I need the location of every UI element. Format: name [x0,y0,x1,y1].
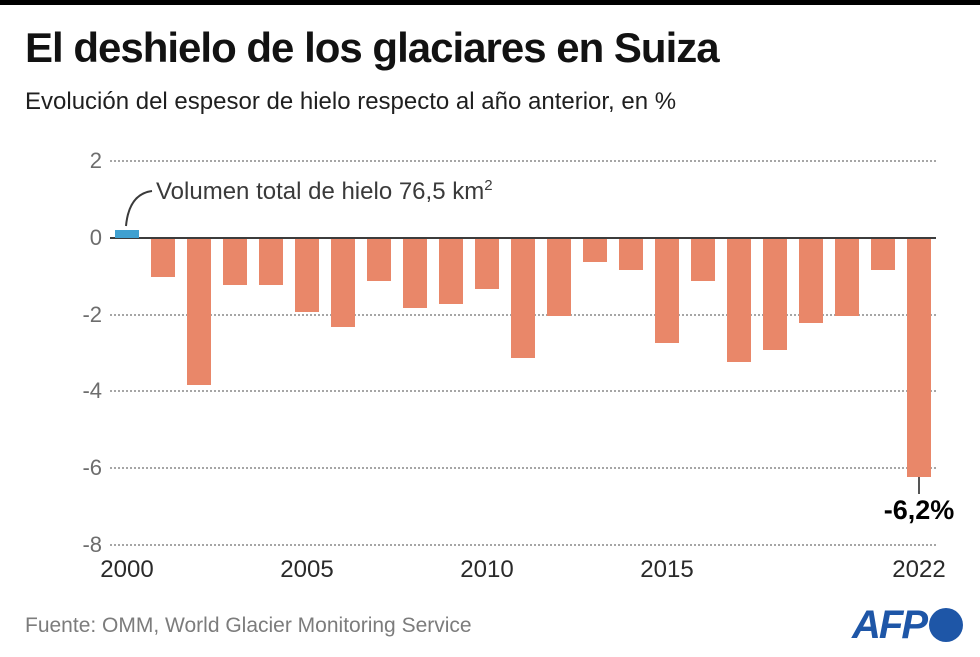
bar-2014 [619,239,643,270]
bar-2011 [511,239,535,358]
bar-2002 [187,239,211,385]
bar-2006 [331,239,355,327]
x-tick-label: 2015 [640,556,694,583]
value-label-2022: -6,2% [883,495,955,525]
x-tick-label: 2000 [100,556,154,583]
bar-2019 [799,239,823,323]
y-tick-label: 2 [89,148,102,173]
bar-2005 [295,239,319,312]
gridline [110,160,936,162]
bar-2017 [727,239,751,362]
bar-2004 [259,239,283,285]
bar-2020 [835,239,859,316]
page-subtitle: Evolución del espesor de hielo respecto … [25,88,677,115]
gridline [110,467,936,469]
y-tick-label: -6 [82,455,102,480]
afp-globe-icon [929,608,963,642]
x-tick-label: 2010 [460,556,514,583]
zero-axis-line [110,237,936,239]
x-tick-label: 2005 [280,556,334,583]
page-title: El deshielo de los glaciares en Suiza [25,24,720,71]
gridline [110,544,936,546]
annotation-leader-line [125,190,153,227]
y-tick-label: -2 [82,302,102,327]
y-tick-label: 0 [89,225,102,250]
annotation-superscript: 2 [484,177,493,194]
bar-2009 [439,239,463,304]
y-tick-label: -4 [82,378,102,403]
bar-2013 [583,239,607,262]
bar-2012 [547,239,571,316]
bar-2003 [223,239,247,285]
bar-2001 [151,239,175,277]
x-tick-label: 2022 [892,556,946,583]
gridline [110,390,936,392]
annotation-text: Volumen total de hielo 76,5 km [156,178,485,205]
bar-2022 [907,239,931,477]
top-accent-bar [0,0,980,5]
bar-2007 [367,239,391,281]
bar-2018 [763,239,787,350]
source-credit: Fuente: OMM, World Glacier Monitoring Se… [25,614,472,637]
afp-logo-text: AFP [852,603,928,647]
afp-logo: AFP [852,602,963,648]
bar-2010 [475,239,499,289]
bar-2000 [115,230,139,238]
bar-2016 [691,239,715,281]
bar-2008 [403,239,427,308]
annotation-total-ice-volume: Volumen total de hielo 76,5 km2 [156,177,493,207]
bar-2015 [655,239,679,343]
bar-2021 [871,239,895,270]
y-tick-label: -8 [82,532,102,557]
